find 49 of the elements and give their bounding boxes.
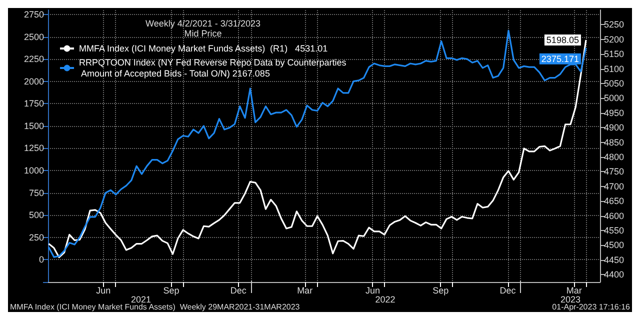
x-tick-label: Dec [500, 286, 516, 296]
y2-tick-label: 5100 [604, 64, 624, 74]
legend-label: RRPQTOON Index (NY Fed Reverse Repo Data by Counterparties Amount of Accepted Bids - Total O/N) 2167.085 [79, 58, 347, 78]
text: MMFA Index (ICI Money Market Funds Assets) Weekly 29MAR2021-31MAR2023 [10, 302, 300, 312]
y-tick-label: 1000 [24, 166, 44, 176]
y2-tick-label: 4450 [604, 254, 624, 265]
y2-tick-label: 5200 [604, 34, 624, 44]
x2-tick-label: 2021 [130, 294, 151, 304]
y-tick-label: 0 [38, 254, 44, 265]
x-tick-label: Sep [163, 286, 180, 296]
y-tick-label: 2000 [24, 76, 44, 86]
y2-tick-label: 4550 [604, 226, 624, 236]
y-tick-label: 250 [28, 232, 44, 242]
y2-tick-label: 4500 [604, 240, 624, 250]
x-tick-label: Jun [96, 286, 111, 296]
text: Mid Price [184, 28, 222, 38]
y-tick-label: 2750 [24, 9, 44, 20]
x-tick-label: Mar [566, 286, 582, 296]
y-tick-label: 500 [28, 210, 44, 220]
y-tick-label: 1250 [24, 143, 44, 154]
y2-tick-label: 4400 [604, 270, 624, 280]
y2-tick-label: 4650 [604, 196, 624, 206]
y2-tick-label: 4600 [604, 210, 624, 221]
x-tick-label: Dec [230, 286, 247, 296]
y2-tick-label: 4700 [604, 181, 624, 192]
y2-tick-label: 5000 [604, 93, 624, 104]
legend-label: MMFA Index (ICI Money Market Funds Assets) (R1) 4531.01 [79, 44, 328, 54]
y-tick-label: 750 [28, 188, 44, 198]
text: 01-Apr-2023 17:16:16 [552, 302, 631, 312]
data-label: 5198.05 [546, 34, 579, 45]
y2-tick-label: 5150 [604, 49, 624, 60]
y2-tick-label: 4800 [604, 152, 624, 162]
y2-tick-label: 5250 [604, 20, 624, 30]
y-tick-label: 2500 [24, 32, 44, 42]
y2-tick-label: 4950 [604, 108, 624, 118]
x-tick-label: Sep [432, 286, 449, 296]
y2-tick-label: 4850 [604, 137, 624, 148]
x-tick-label: Jun [365, 286, 380, 296]
y-tick-label: 1750 [24, 98, 44, 109]
y-tick-label: 2250 [24, 54, 44, 64]
y2-tick-label: 5050 [604, 78, 624, 89]
text: Weekly 4/2/2021 - 3/31/2023 [146, 18, 260, 28]
x2-tick-label: 2023 [560, 294, 580, 304]
y2-tick-label: 4750 [604, 166, 624, 177]
x2-tick-label: 2022 [375, 294, 396, 304]
x-tick-label: Mar [297, 286, 313, 296]
y2-tick-label: 4900 [604, 122, 624, 133]
data-label: 2375.171 [541, 54, 579, 64]
y-tick-label: 1500 [24, 120, 44, 131]
